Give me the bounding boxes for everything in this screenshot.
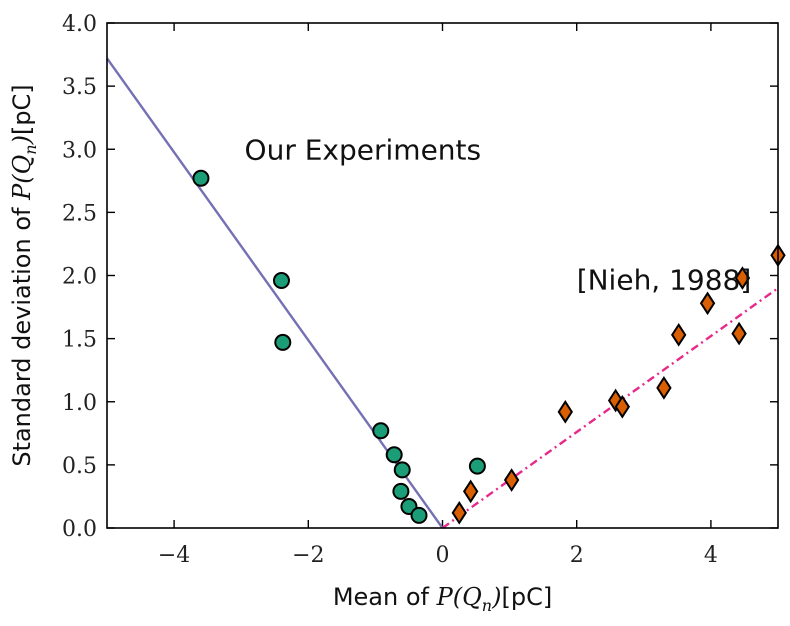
experiment-point bbox=[410, 506, 428, 524]
fit-left-line bbox=[106, 57, 444, 529]
y-tick-label: 2.5 bbox=[62, 201, 97, 226]
annotation-label: Our Experiments bbox=[245, 133, 482, 166]
nieh-point bbox=[614, 394, 631, 419]
y-tick-label: 0.5 bbox=[62, 454, 97, 479]
experiment-point bbox=[272, 272, 290, 290]
annotation-label: [Nieh, 1988] bbox=[577, 263, 752, 296]
nieh-point bbox=[731, 321, 747, 346]
x-axis-title: Mean of P(Qn)[pC] bbox=[333, 583, 552, 615]
x-tick-label: 2 bbox=[570, 543, 584, 568]
experiment-point bbox=[385, 446, 403, 464]
y-tick-label: 3.5 bbox=[62, 75, 97, 100]
plot-frame bbox=[106, 22, 779, 529]
nieh-point bbox=[656, 376, 672, 400]
experiment-point bbox=[468, 457, 486, 475]
experiment-point bbox=[393, 461, 411, 479]
x-tick-label: 0 bbox=[436, 543, 450, 568]
x-tick-label: −4 bbox=[158, 543, 190, 568]
y-axis-title: Standard deviation of P(Qn)[pC] bbox=[8, 84, 40, 466]
nieh-point bbox=[670, 323, 687, 347]
annotations: Our Experiments [Nieh, 1988] bbox=[245, 133, 752, 296]
fit-right-line bbox=[441, 287, 779, 529]
y-tick-label: 1.0 bbox=[62, 391, 97, 416]
y-tick-label: 2.0 bbox=[62, 265, 97, 290]
experiment-point bbox=[274, 333, 292, 351]
nieh-point bbox=[503, 468, 520, 492]
nieh-point bbox=[734, 266, 751, 290]
nieh-point bbox=[451, 501, 467, 525]
y-tick-label: 3.0 bbox=[62, 138, 97, 163]
nieh-point bbox=[557, 400, 573, 424]
x-tick-label: −2 bbox=[292, 543, 324, 568]
nieh-point bbox=[462, 479, 479, 504]
nieh-point bbox=[699, 291, 716, 316]
x-tick-label: 4 bbox=[704, 543, 718, 568]
experiment-point bbox=[392, 482, 410, 500]
experiment-point bbox=[192, 169, 210, 187]
experiment-point bbox=[372, 422, 390, 440]
data-series bbox=[106, 57, 786, 529]
y-tick-label: 0.0 bbox=[62, 517, 97, 542]
y-tick-label: 4.0 bbox=[62, 12, 97, 37]
y-tick-label: 1.5 bbox=[62, 328, 97, 353]
